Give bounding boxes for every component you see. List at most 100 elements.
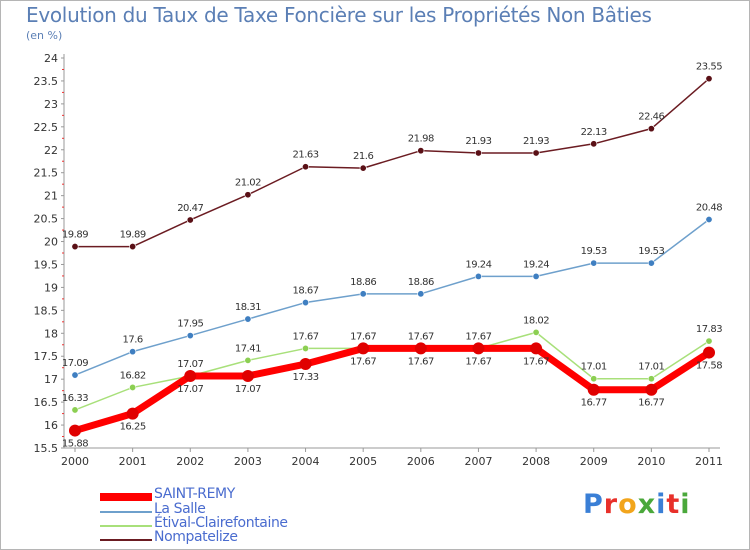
data-label: 16.33 [62, 393, 88, 404]
data-point [244, 356, 252, 364]
data-point [472, 342, 485, 355]
data-point [71, 406, 79, 414]
logo-letter: P [583, 489, 604, 520]
legend-label-nompatelize: Nompatelize [154, 529, 238, 545]
data-label: 17.67 [465, 331, 491, 342]
data-label: 21.98 [408, 134, 434, 145]
y-tick-label: 16.5 [34, 396, 59, 409]
data-point [241, 369, 254, 382]
legend-swatch-la-salle [100, 511, 152, 513]
data-point [532, 149, 540, 157]
data-point [186, 332, 194, 340]
x-tick-label: 2000 [61, 455, 89, 468]
data-point [302, 344, 310, 352]
data-label: 19.24 [465, 259, 491, 270]
y-tick-label: 17 [44, 373, 58, 386]
data-label: 17.01 [581, 362, 607, 373]
data-point [126, 407, 139, 420]
y-tick-label: 22 [44, 144, 58, 157]
data-point [302, 163, 310, 171]
data-label: 17.07 [177, 359, 203, 370]
x-tick-label: 2005 [349, 455, 377, 468]
logo-letter: r [603, 489, 619, 520]
series-line-nompatelize [74, 77, 710, 248]
data-point [71, 371, 79, 379]
data-label: 17.58 [696, 361, 722, 372]
data-label: 21.02 [235, 178, 261, 189]
data-label: 18.67 [292, 286, 318, 297]
data-point [474, 149, 482, 157]
data-label: 19.24 [523, 259, 549, 270]
data-point [705, 216, 713, 224]
data-label: 19.89 [62, 230, 88, 241]
data-label: 17.67 [408, 331, 434, 342]
data-label: 17.95 [177, 319, 203, 330]
data-label: 17.41 [235, 343, 261, 354]
legend-label-la-salle: La Salle [154, 501, 206, 517]
data-label: 20.47 [177, 203, 203, 214]
logo-letter: i [656, 489, 667, 520]
data-label: 21.6 [353, 151, 373, 162]
data-point [244, 191, 252, 199]
data-label: 18.86 [408, 277, 434, 288]
data-point [703, 346, 715, 359]
data-point [587, 383, 600, 396]
y-tick-label: 22.5 [34, 121, 59, 134]
data-point [359, 290, 367, 298]
data-label: 18.31 [235, 302, 261, 313]
proxiti-logo: Proxiti [583, 489, 691, 520]
data-point [417, 290, 425, 298]
x-tick-label: 2006 [407, 455, 435, 468]
data-label: 15.88 [62, 439, 88, 450]
data-point [414, 342, 427, 355]
data-point [647, 375, 655, 383]
x-tick-label: 2001 [119, 455, 147, 468]
legend-label-saint-remy: SAINT-REMY [154, 486, 235, 502]
data-point [129, 383, 137, 391]
y-tick-label: 20 [44, 236, 58, 249]
x-tick-label: 2011 [695, 455, 723, 468]
data-label: 17.67 [523, 356, 549, 367]
y-tick-label: 16 [44, 419, 58, 432]
x-tick-label: 2003 [234, 455, 262, 468]
data-label: 17.09 [62, 358, 88, 369]
data-point [129, 243, 137, 251]
data-point [590, 140, 598, 148]
y-tick-label: 21.5 [34, 167, 59, 180]
data-label: 19.89 [120, 230, 146, 241]
data-label: 17.6 [123, 335, 143, 346]
logo-letter: i [680, 489, 691, 520]
data-label: 16.77 [581, 398, 607, 409]
data-label: 23.55 [696, 62, 722, 73]
y-tick-label: 23 [44, 98, 58, 111]
data-label: 16.77 [638, 398, 664, 409]
data-label: 17.67 [292, 331, 318, 342]
y-tick-label: 21 [44, 190, 58, 203]
series-line-la-salle [74, 218, 710, 376]
data-label: 17.67 [465, 356, 491, 367]
data-point [705, 75, 713, 83]
x-tick-label: 2008 [522, 455, 550, 468]
y-tick-label: 18 [44, 327, 58, 340]
data-label: 17.33 [292, 372, 318, 383]
data-point [647, 125, 655, 133]
data-label: 17.07 [235, 384, 261, 395]
data-point [129, 348, 137, 356]
data-label: 17.01 [638, 362, 664, 373]
legend-swatch-saint-remy [100, 493, 152, 501]
data-point [590, 259, 598, 267]
data-label: 16.25 [120, 422, 146, 433]
data-point [186, 216, 194, 224]
data-point [71, 243, 79, 251]
data-label: 19.53 [638, 246, 664, 257]
data-point [299, 358, 312, 371]
data-label: 22.46 [638, 112, 664, 123]
data-point [532, 272, 540, 280]
data-point [590, 375, 598, 383]
data-point [357, 342, 370, 355]
data-label: 22.13 [581, 127, 607, 138]
legend-label-etival: Étival-Clairefontaine [154, 515, 288, 531]
data-label: 18.02 [523, 315, 549, 326]
data-point [69, 424, 81, 437]
